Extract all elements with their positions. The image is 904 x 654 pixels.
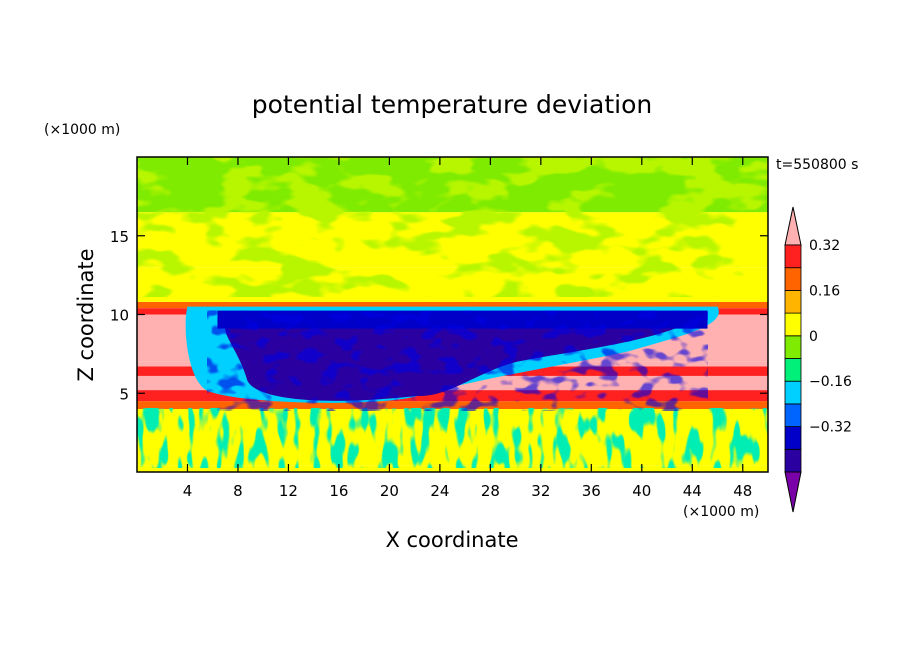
colorbar-swatch-2 <box>784 403 802 427</box>
colorbar-label-1: −0.16 <box>809 374 852 390</box>
x-tick-label-9: 40 <box>632 482 651 500</box>
x-tick-label-7: 32 <box>531 482 550 500</box>
colorbar-swatch-6 <box>784 312 802 337</box>
x-tick-label-10: 44 <box>683 482 702 500</box>
contour-band-10 <box>137 301 768 309</box>
colorbar: −0.32 −0.16 0 0.16 0.32 <box>784 206 852 513</box>
colorbar-label-4: 0.32 <box>809 238 840 254</box>
colorbar-label-3: 0.16 <box>809 283 840 299</box>
x-tick-label-4: 20 <box>380 482 399 500</box>
colorbar-swatch-4 <box>784 358 802 382</box>
x-tick-label-3: 16 <box>329 482 348 500</box>
plot-area <box>137 157 768 472</box>
colorbar-swatch-7 <box>784 289 802 314</box>
colorbar-label-2: 0 <box>809 329 818 345</box>
contour-band-0 <box>137 465 768 472</box>
x-axis-label: X coordinate <box>385 528 518 552</box>
x-axis: 4 8 12 16 20 24 28 32 36 40 44 48 <box>183 157 752 500</box>
y-axis: 5 10 15 <box>110 228 768 403</box>
colorbar-swatch-3 <box>784 380 802 405</box>
y-axis-unit: (×1000 m) <box>44 122 120 138</box>
x-tick-label-1: 8 <box>233 482 243 500</box>
x-tick-label-5: 24 <box>430 482 449 500</box>
x-tick-label-8: 36 <box>582 482 601 500</box>
y-tick-label-1: 10 <box>110 307 129 325</box>
cold-core <box>185 306 719 411</box>
colorbar-cap-top <box>784 206 802 246</box>
colorbar-label-0: −0.32 <box>809 420 852 436</box>
x-tick-label-11: 48 <box>733 482 752 500</box>
colorbar-swatch-1 <box>784 426 802 450</box>
colorbar-swatch-0 <box>784 448 802 473</box>
y-axis-label: Z coordinate <box>74 248 98 381</box>
colorbar-swatch-8 <box>784 267 802 291</box>
colorbar-swatch-5 <box>784 335 802 359</box>
x-tick-label-0: 4 <box>183 482 193 500</box>
chart-title: potential temperature deviation <box>252 90 652 119</box>
x-axis-unit: (×1000 m) <box>683 504 759 520</box>
x-tick-label-2: 12 <box>279 482 298 500</box>
x-tick-label-6: 28 <box>481 482 500 500</box>
time-label: t=550800 s <box>776 157 858 173</box>
cold-core-texture <box>207 310 708 411</box>
y-tick-label-0: 5 <box>119 385 129 403</box>
lower-texture <box>137 408 768 468</box>
colorbar-cap-bottom <box>784 471 802 513</box>
y-tick-label-2: 15 <box>110 228 129 246</box>
upper-texture <box>137 157 768 297</box>
colorbar-swatch-9 <box>784 244 802 269</box>
